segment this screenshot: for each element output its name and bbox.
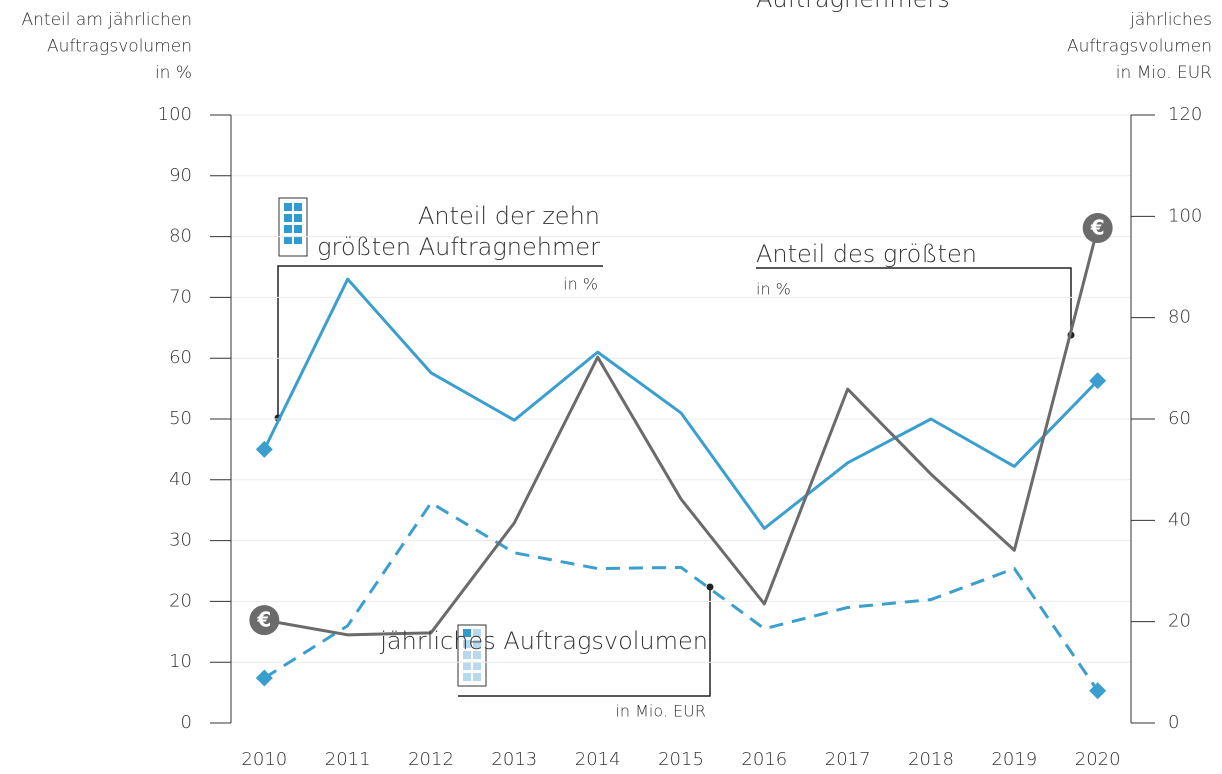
leader-dots [274, 331, 1075, 591]
y-axis-label: in % [155, 63, 192, 83]
series-annotation: Auftragnehmers [756, 0, 950, 13]
leader-lines [277, 265, 1072, 697]
y2-tick-label: 80 [1168, 307, 1191, 328]
x-tick-label: 2012 [408, 749, 454, 770]
x-tick-label: 2019 [991, 749, 1037, 770]
y-tick-label: 70 [169, 286, 192, 307]
series-annotation: Anteil des größten [756, 240, 977, 268]
y-tick-label: 0 [181, 712, 192, 733]
x-tick-label: 2011 [325, 749, 371, 770]
y-tick-label: 40 [169, 469, 192, 490]
y-tick-label: 20 [169, 590, 192, 611]
icon-building-2 [457, 624, 487, 687]
series-unit: in % [756, 280, 791, 299]
series-annotation: größten Auftragnehmer [317, 233, 600, 261]
series-line [264, 227, 1100, 637]
y-tick-label: 90 [169, 165, 192, 186]
y-axis-label: Anteil am jährlichen [22, 10, 192, 30]
series-unit: in Mio. EUR [615, 702, 706, 721]
x-tick-label: 2015 [658, 749, 704, 770]
series-unit: in % [563, 275, 598, 294]
y-tick-label: 50 [169, 408, 192, 429]
end-marker [255, 440, 273, 458]
y2-tick-label: 120 [1168, 104, 1202, 125]
x-tick-label: 2013 [491, 749, 537, 770]
icon-building-1 [278, 197, 308, 257]
y2-tick-label: 20 [1168, 611, 1191, 632]
x-tick-label: 2017 [825, 749, 871, 770]
y-tick-label: 10 [169, 651, 192, 672]
y2-tick-label: 60 [1168, 408, 1191, 429]
series-annotation: Anteil der zehn [418, 202, 600, 230]
x-tick-label: 2014 [575, 749, 621, 770]
end-marker [255, 669, 273, 687]
y2-tick-label: 100 [1168, 205, 1202, 226]
y-tick-label: 60 [169, 347, 192, 368]
euro-symbol: € [256, 608, 271, 632]
end-marker [1089, 682, 1107, 700]
euro-circle [1082, 212, 1113, 243]
euro-circle [249, 605, 280, 636]
end-marker: € [249, 605, 280, 636]
y-axis-label: Auftragsvolumen [47, 37, 192, 57]
x-tick-label: 2016 [741, 749, 787, 770]
y2-axis-label: in Mio. EUR [1116, 63, 1212, 83]
y-tick-label: 100 [158, 104, 192, 125]
y2-tick-label: 40 [1168, 509, 1191, 530]
series-line [262, 277, 1099, 530]
y2-axis-label: Auftragsvolumen [1067, 37, 1212, 57]
x-tick-label: 2018 [908, 749, 954, 770]
y-tick-label: 30 [169, 530, 192, 551]
y2-tick-label: 0 [1168, 712, 1179, 733]
y2-axis-label: jährliches [1129, 10, 1212, 30]
series-line [263, 501, 1099, 692]
x-tick-label: 2020 [1075, 749, 1121, 770]
y-tick-label: 80 [169, 226, 192, 247]
euro-symbol: € [1090, 215, 1105, 239]
end-marker: € [1082, 212, 1113, 243]
series-annotation: jährliches Auftragsvolumen [379, 627, 708, 655]
x-tick-label: 2010 [241, 749, 287, 770]
